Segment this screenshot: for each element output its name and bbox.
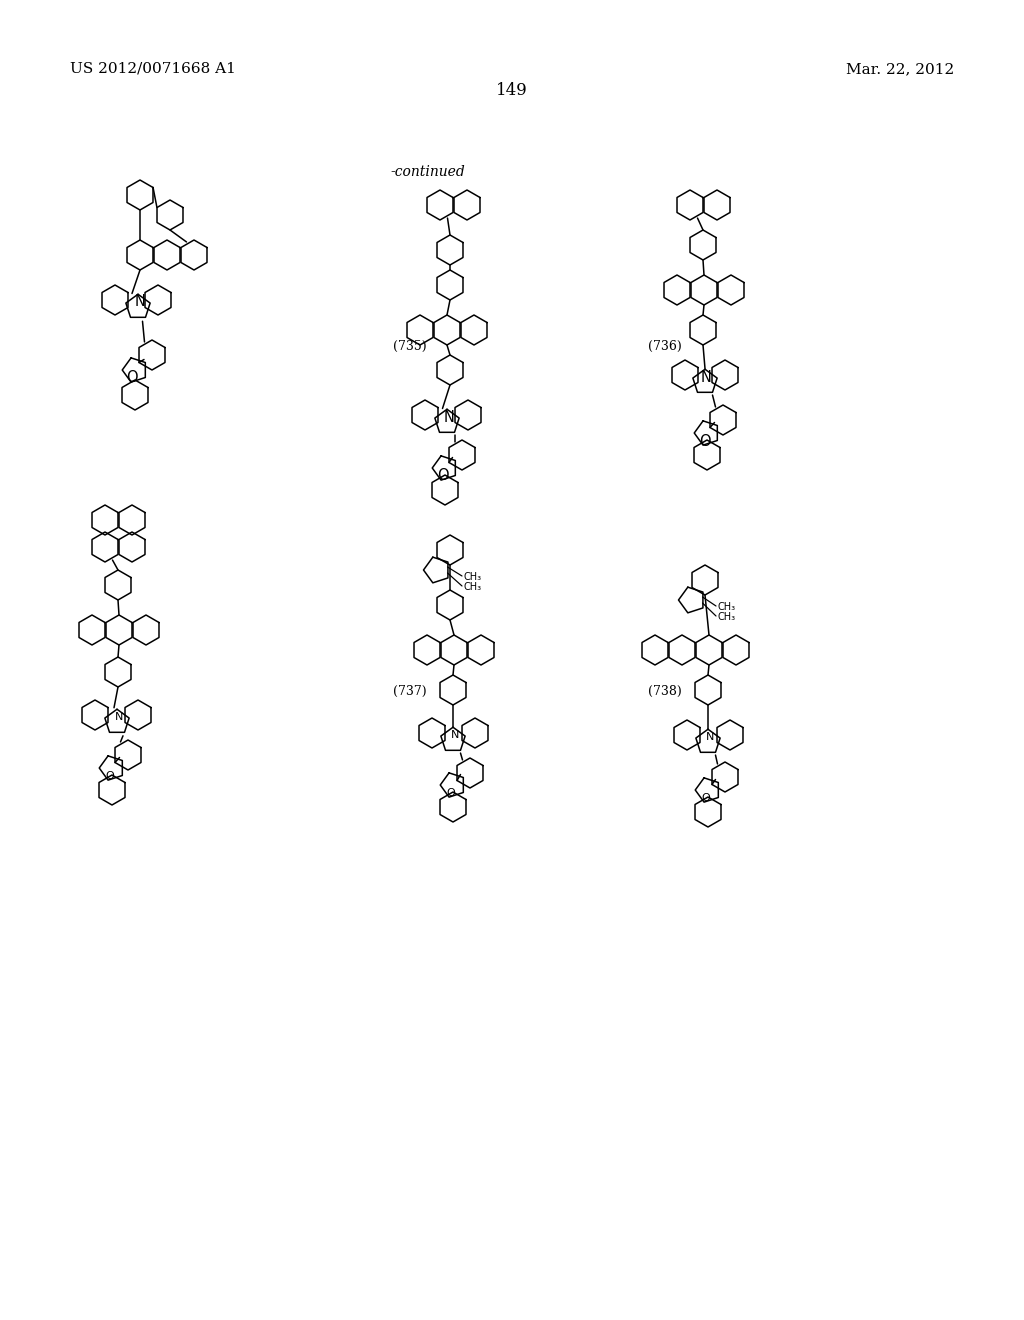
Text: O: O <box>446 788 456 799</box>
Text: N: N <box>115 711 123 722</box>
Text: CH₃: CH₃ <box>717 612 735 622</box>
Text: US 2012/0071668 A1: US 2012/0071668 A1 <box>70 62 236 77</box>
Text: N: N <box>700 370 712 384</box>
Text: (737): (737) <box>393 685 427 698</box>
Text: O: O <box>699 433 711 449</box>
Text: Mar. 22, 2012: Mar. 22, 2012 <box>846 62 954 77</box>
Text: N: N <box>443 409 455 425</box>
Text: CH₃: CH₃ <box>463 582 481 591</box>
Text: N: N <box>706 733 714 742</box>
Text: (735): (735) <box>393 341 427 352</box>
Text: N: N <box>134 294 145 309</box>
Text: N: N <box>451 730 459 741</box>
Text: CH₃: CH₃ <box>717 602 735 612</box>
Text: CH₃: CH₃ <box>463 572 481 582</box>
Text: O: O <box>437 469 449 483</box>
Text: (738): (738) <box>648 685 682 698</box>
Text: (736): (736) <box>648 341 682 352</box>
Text: O: O <box>701 793 711 803</box>
Text: O: O <box>105 771 115 781</box>
Text: -continued: -continued <box>390 165 465 180</box>
Text: O: O <box>126 371 138 385</box>
Text: 149: 149 <box>496 82 528 99</box>
